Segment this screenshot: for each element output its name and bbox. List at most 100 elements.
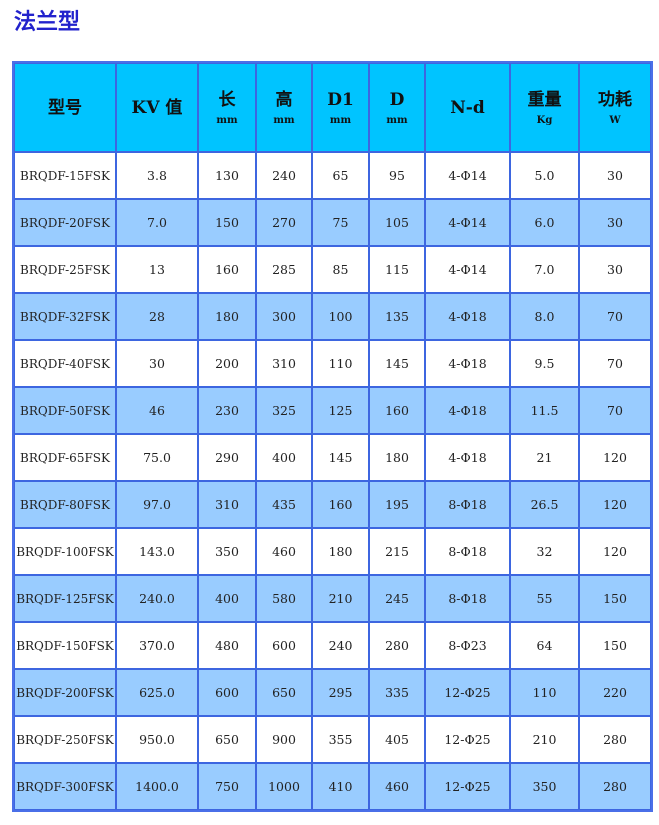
table-cell: 480 <box>198 622 256 669</box>
table-cell: 5.0 <box>510 152 579 199</box>
table-cell: 580 <box>256 575 312 622</box>
table-cell: 4-Φ18 <box>425 293 510 340</box>
column-header: N-d <box>425 63 510 152</box>
table-cell: 240 <box>256 152 312 199</box>
column-header: D1 mm <box>312 63 369 152</box>
table-cell: 200 <box>198 340 256 387</box>
table-cell: BRQDF-150FSK <box>14 622 116 669</box>
table-cell: 150 <box>579 575 651 622</box>
table-cell: 95 <box>369 152 425 199</box>
table-cell: 160 <box>369 387 425 434</box>
table-row: BRQDF-80FSK 97.0 310 435 160 195 8-Φ18 26.5 120 <box>14 481 651 528</box>
table-cell: 32 <box>510 528 579 575</box>
table-cell: BRQDF-125FSK <box>14 575 116 622</box>
table-cell: BRQDF-40FSK <box>14 340 116 387</box>
table-cell: 55 <box>510 575 579 622</box>
table-row: BRQDF-20FSK 7.0 150 270 75 105 4-Φ14 6.0 30 <box>14 199 651 246</box>
table-cell: 280 <box>579 716 651 763</box>
header-unit: W <box>609 114 621 126</box>
table-cell: 30 <box>116 340 198 387</box>
table-cell: 26.5 <box>510 481 579 528</box>
table-cell: 240.0 <box>116 575 198 622</box>
table-cell: 28 <box>116 293 198 340</box>
table-cell: 115 <box>369 246 425 293</box>
table-row: BRQDF-40FSK 30 200 310 110 145 4-Φ18 9.5 70 <box>14 340 651 387</box>
table-cell: 150 <box>198 199 256 246</box>
column-header: 型号 <box>14 63 116 152</box>
table-row: BRQDF-15FSK 3.8 130 240 65 95 4-Φ14 5.0 30 <box>14 152 651 199</box>
header-label: 长 <box>218 89 236 110</box>
table-cell: 8-Φ18 <box>425 575 510 622</box>
table-cell: 750 <box>198 763 256 810</box>
table-cell: 160 <box>312 481 369 528</box>
table-cell: 100 <box>312 293 369 340</box>
table-cell: 270 <box>256 199 312 246</box>
table-cell: 195 <box>369 481 425 528</box>
header-unit: mm <box>273 114 295 126</box>
table-cell: 295 <box>312 669 369 716</box>
table-cell: 85 <box>312 246 369 293</box>
table-cell: 3.8 <box>116 152 198 199</box>
table-cell: 70 <box>579 293 651 340</box>
table-cell: 1000 <box>256 763 312 810</box>
table-cell: 143.0 <box>116 528 198 575</box>
header-label: 型号 <box>48 97 82 118</box>
table-cell: 8.0 <box>510 293 579 340</box>
table-row: BRQDF-32FSK 28 180 300 100 135 4-Φ18 8.0 70 <box>14 293 651 340</box>
table-row: BRQDF-65FSK 75.0 290 400 145 180 4-Φ18 21 120 <box>14 434 651 481</box>
table-cell: 180 <box>369 434 425 481</box>
table-cell: 240 <box>312 622 369 669</box>
table-cell: BRQDF-32FSK <box>14 293 116 340</box>
table-cell: 180 <box>312 528 369 575</box>
table-cell: 13 <box>116 246 198 293</box>
table-cell: BRQDF-200FSK <box>14 669 116 716</box>
table-cell: 135 <box>369 293 425 340</box>
table-cell: 410 <box>312 763 369 810</box>
table-cell: 21 <box>510 434 579 481</box>
table-cell: BRQDF-300FSK <box>14 763 116 810</box>
table-cell: 145 <box>369 340 425 387</box>
header-label: N-d <box>450 97 485 118</box>
table-cell: 12-Φ25 <box>425 669 510 716</box>
table-row: BRQDF-125FSK 240.0 400 580 210 245 8-Φ18 55 150 <box>14 575 651 622</box>
table-cell: 245 <box>369 575 425 622</box>
table-cell: 125 <box>312 387 369 434</box>
table-cell: 75 <box>312 199 369 246</box>
table-cell: 4-Φ14 <box>425 152 510 199</box>
table-row: BRQDF-25FSK 13 160 285 85 115 4-Φ14 7.0 30 <box>14 246 651 293</box>
table-cell: 600 <box>256 622 312 669</box>
table-cell: 460 <box>256 528 312 575</box>
table-cell: 12-Φ25 <box>425 716 510 763</box>
table-row: BRQDF-150FSK 370.0 480 600 240 280 8-Φ23 64 150 <box>14 622 651 669</box>
header-label: KV 值 <box>131 97 183 118</box>
table-cell: 435 <box>256 481 312 528</box>
header-label: 功耗 <box>598 89 632 110</box>
page-title: 法兰型 <box>14 9 81 35</box>
table-cell: 120 <box>579 528 651 575</box>
table-cell: 120 <box>579 481 651 528</box>
table-row: BRQDF-250FSK 950.0 650 900 355 405 12-Φ25 210 28… <box>14 716 651 763</box>
table-cell: 4-Φ14 <box>425 246 510 293</box>
table-cell: 105 <box>369 199 425 246</box>
table-cell: 215 <box>369 528 425 575</box>
table-cell: 150 <box>579 622 651 669</box>
table-cell: 30 <box>579 152 651 199</box>
table-cell: 64 <box>510 622 579 669</box>
header-unit: Kg <box>536 114 553 126</box>
table-cell: 11.5 <box>510 387 579 434</box>
table-cell: 370.0 <box>116 622 198 669</box>
table-cell: 145 <box>312 434 369 481</box>
table-cell: 355 <box>312 716 369 763</box>
table-cell: 350 <box>510 763 579 810</box>
table-cell: 75.0 <box>116 434 198 481</box>
table-cell: 8-Φ18 <box>425 481 510 528</box>
table-cell: 625.0 <box>116 669 198 716</box>
table-cell: 12-Φ25 <box>425 763 510 810</box>
table-cell: 110 <box>510 669 579 716</box>
table-cell: 950.0 <box>116 716 198 763</box>
table-cell: 4-Φ18 <box>425 387 510 434</box>
table-cell: 230 <box>198 387 256 434</box>
